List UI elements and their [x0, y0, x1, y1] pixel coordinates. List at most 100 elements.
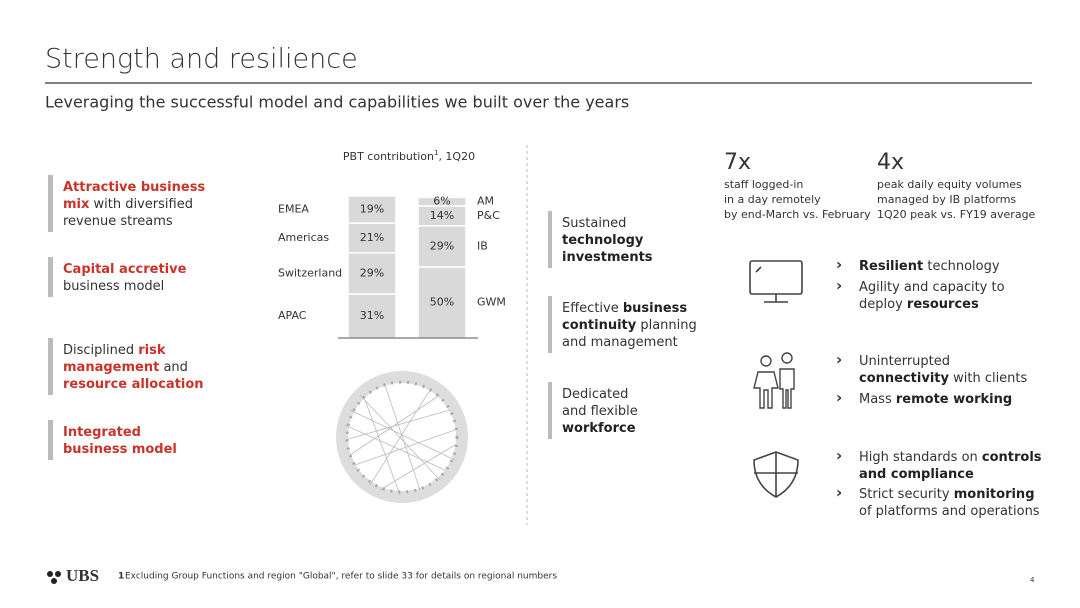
text-run: technology — [923, 259, 1000, 274]
text-line: business model — [63, 279, 164, 294]
text-run: business — [623, 301, 688, 316]
network-diagram — [336, 371, 468, 503]
bar-segment — [417, 225, 467, 268]
category-label: P&C — [477, 209, 500, 222]
item-bar — [48, 338, 53, 395]
bullet-marker: › — [836, 389, 842, 407]
bullet-marker: › — [836, 277, 842, 295]
subtitle: Leveraging the successful model and capa… — [45, 93, 629, 112]
category-label: Americas — [278, 231, 329, 244]
text-run: controls — [982, 450, 1042, 465]
stat-line: peak daily equity volumes — [877, 178, 1022, 191]
bullet-marker: › — [836, 351, 842, 369]
text-line: Integrated — [63, 425, 141, 440]
text-run: Strict security — [859, 487, 954, 502]
text-line: and management — [562, 335, 678, 350]
text-line: resource allocation — [63, 377, 204, 392]
text-run: mix — [63, 197, 90, 212]
text-run: remote working — [896, 392, 1012, 407]
text-run: Uninterrupted — [859, 354, 950, 369]
text-line: Disciplined risk — [63, 343, 166, 358]
logo: UBS — [66, 566, 99, 585]
text-line: connectivity with clients — [859, 371, 1028, 386]
bar-segment — [417, 266, 467, 339]
text-run: with clients — [949, 371, 1028, 386]
text-run: of platforms and operations — [859, 504, 1040, 519]
stat-note: by end-March vs. February — [724, 208, 871, 221]
chart-title-text: PBT contribution — [343, 150, 434, 163]
title: Strength and resilience — [45, 44, 358, 75]
text-line: continuity planning — [562, 318, 697, 333]
text-line: revenue streams — [63, 214, 173, 229]
bar-segment — [417, 196, 467, 207]
text-line: Uninterrupted — [859, 354, 950, 369]
value-label: 19% — [360, 202, 384, 215]
chart-title: PBT contribution1, 1Q20 — [343, 149, 475, 163]
text-run: resource allocation — [63, 377, 204, 392]
text-run: deploy — [859, 297, 907, 312]
item-bar — [48, 257, 53, 297]
text-line: workforce — [562, 421, 636, 436]
text-run: workforce — [562, 421, 636, 436]
text-run: Disciplined — [63, 343, 138, 358]
value-label: 31% — [360, 309, 384, 322]
text-line: Dedicated — [562, 387, 628, 402]
category-label: IB — [477, 239, 488, 252]
text-run: and flexible — [562, 404, 638, 419]
text-line: Capital accretive — [63, 262, 187, 277]
footnote-marker: 1 — [118, 572, 124, 582]
bar-segment — [347, 222, 397, 254]
text-run: Agility and capacity to — [859, 280, 1005, 295]
text-run: Attractive business — [63, 180, 205, 195]
category-label: Switzerland — [278, 266, 342, 279]
text-line: and flexible — [562, 404, 638, 419]
text-run: resources — [907, 297, 979, 312]
text-run: continuity — [562, 318, 637, 333]
item-bar — [548, 296, 552, 353]
text-line: Mass remote working — [859, 392, 1012, 407]
text-run: investments — [562, 250, 653, 265]
text-run: and — [159, 360, 188, 375]
text-line: mix with diversified — [63, 197, 193, 212]
text-run: business model — [63, 442, 177, 457]
text-run: Sustained — [562, 216, 626, 231]
category-label: AM — [477, 195, 494, 208]
text-run: Dedicated — [562, 387, 628, 402]
stat-value: 4x — [877, 150, 904, 175]
text-run: planning — [636, 318, 697, 333]
value-label: 21% — [360, 231, 384, 244]
text-run: Resilient — [859, 259, 923, 274]
text-line: management and — [63, 360, 188, 375]
text-run: technology — [562, 233, 644, 248]
text-run: with diversified — [89, 197, 193, 212]
item-bar — [48, 175, 53, 232]
value-label: 29% — [360, 266, 384, 279]
text-line: Sustained — [562, 216, 626, 231]
chart-title-suffix: , 1Q20 — [438, 150, 475, 163]
item-bar — [548, 382, 552, 439]
value-label: 50% — [430, 296, 454, 309]
logo-mark — [47, 571, 61, 584]
text-line: Effective business — [562, 301, 687, 316]
value-label: 29% — [430, 239, 454, 252]
people-icon — [753, 352, 795, 409]
text-run: management — [63, 360, 159, 375]
bullet-marker: › — [836, 447, 842, 465]
shield-icon — [753, 451, 799, 498]
category-label: APAC — [278, 309, 307, 322]
text-run: and compliance — [859, 467, 974, 482]
stat-line: in a day remotely — [724, 193, 821, 206]
value-label: 14% — [430, 209, 454, 222]
text-run: Mass — [859, 392, 896, 407]
text-line: Strict security monitoring — [859, 487, 1035, 502]
stat-line: staff logged-in — [724, 178, 803, 191]
stat-line: managed by IB platforms — [877, 193, 1016, 206]
monitor-icon — [749, 260, 803, 303]
text-line: investments — [562, 250, 653, 265]
stat-value: 7x — [724, 150, 751, 175]
text-line: and compliance — [859, 467, 974, 482]
text-run: connectivity — [859, 371, 949, 386]
text-line: Agility and capacity to — [859, 280, 1005, 295]
text-line: Resilient technology — [859, 259, 1000, 274]
